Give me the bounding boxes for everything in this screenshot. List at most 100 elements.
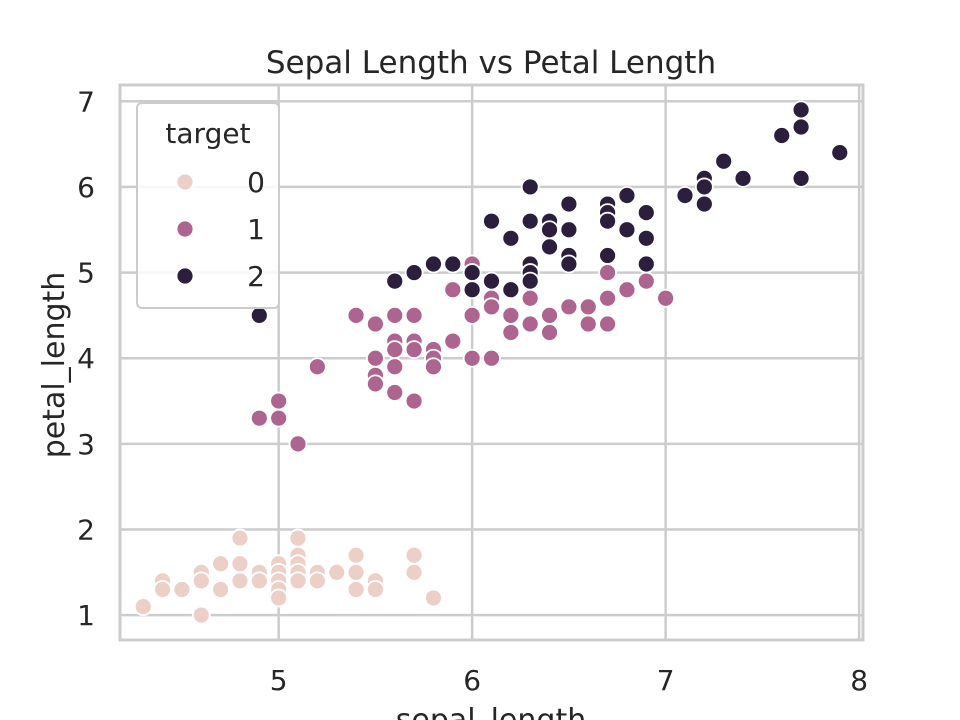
data-point <box>598 211 617 231</box>
data-points <box>133 100 850 625</box>
data-point <box>443 331 463 351</box>
data-point <box>424 357 443 377</box>
data-point <box>404 545 424 565</box>
data-point <box>249 305 269 325</box>
data-point <box>346 305 366 325</box>
data-point <box>346 580 366 599</box>
data-point <box>501 280 521 300</box>
data-point <box>598 263 617 282</box>
data-point <box>482 348 501 368</box>
data-point <box>288 571 308 591</box>
data-point <box>424 588 443 608</box>
y-axis-label: petal_length <box>37 272 72 459</box>
data-point <box>385 271 405 291</box>
data-point <box>404 305 424 325</box>
data-point <box>656 288 676 308</box>
legend-title: target <box>165 117 250 150</box>
data-point <box>385 340 405 360</box>
x-tick-label: 6 <box>463 664 481 697</box>
data-point <box>598 246 617 265</box>
data-point <box>559 254 579 274</box>
data-point <box>733 168 753 188</box>
data-point <box>501 305 521 325</box>
data-point <box>269 408 289 428</box>
legend-marker <box>175 219 195 239</box>
data-point <box>443 254 463 274</box>
data-point <box>636 203 656 223</box>
data-point <box>443 280 463 300</box>
data-point <box>675 186 695 205</box>
data-point <box>462 305 482 325</box>
data-point <box>540 305 559 325</box>
data-point <box>249 408 269 428</box>
legend-box <box>136 102 280 309</box>
data-point <box>327 562 347 582</box>
data-point <box>385 383 405 402</box>
chart-title: Sepal Length vs Petal Length <box>266 45 716 81</box>
data-point <box>520 211 540 231</box>
data-point <box>714 151 734 171</box>
legend-marker <box>175 266 195 286</box>
data-point <box>211 554 231 574</box>
data-point <box>424 254 443 274</box>
data-point <box>404 391 424 411</box>
y-tick-labels: 1 2 3 4 5 6 7 <box>77 85 95 632</box>
x-tick-labels: 5 6 7 8 <box>270 664 868 697</box>
x-axis-label: sepal_length <box>396 703 586 720</box>
data-point <box>366 348 385 368</box>
data-point <box>540 323 559 342</box>
y-tick-label: 7 <box>77 85 95 118</box>
y-tick-label: 2 <box>77 514 95 547</box>
data-point <box>520 314 540 334</box>
y-tick-label: 6 <box>77 171 95 204</box>
data-point <box>520 177 540 197</box>
data-point <box>346 545 366 565</box>
legend-label: 0 <box>247 166 265 199</box>
data-point <box>501 228 521 248</box>
data-point <box>153 580 172 599</box>
data-point <box>482 211 501 231</box>
data-point <box>133 597 153 616</box>
data-point <box>288 434 308 454</box>
data-point <box>366 580 385 599</box>
data-point <box>791 100 811 120</box>
x-tick-label: 8 <box>850 664 868 697</box>
x-tick-label: 5 <box>270 664 288 697</box>
legend-marker <box>175 172 195 192</box>
data-point <box>520 271 540 291</box>
data-point <box>636 271 656 291</box>
data-point <box>694 177 714 197</box>
data-point <box>288 528 308 548</box>
data-point <box>230 571 250 591</box>
data-point <box>385 305 405 325</box>
data-point <box>772 126 792 145</box>
y-tick-label: 3 <box>77 428 95 461</box>
data-point <box>559 297 579 317</box>
data-point <box>385 357 405 377</box>
x-tick-label: 7 <box>657 664 675 697</box>
y-tick-label: 5 <box>77 257 95 290</box>
data-point <box>694 194 714 214</box>
y-tick-label: 1 <box>77 599 95 632</box>
data-point <box>404 562 424 582</box>
data-point <box>501 323 521 342</box>
plot-frame <box>118 83 865 642</box>
data-point <box>482 297 501 317</box>
legend-label: 2 <box>247 260 265 293</box>
legend-label: 1 <box>247 213 265 246</box>
data-point <box>366 314 385 334</box>
data-point <box>578 297 598 317</box>
data-point <box>617 220 637 240</box>
data-point <box>578 314 598 334</box>
y-tick-label: 4 <box>77 342 95 375</box>
data-point <box>791 168 811 188</box>
data-point <box>172 580 192 599</box>
legend: target 0 1 2 <box>136 102 280 309</box>
data-point <box>230 528 250 548</box>
data-point <box>211 580 231 599</box>
data-point <box>617 280 637 300</box>
data-point <box>307 571 327 591</box>
data-point <box>482 271 501 291</box>
data-point <box>617 186 637 205</box>
